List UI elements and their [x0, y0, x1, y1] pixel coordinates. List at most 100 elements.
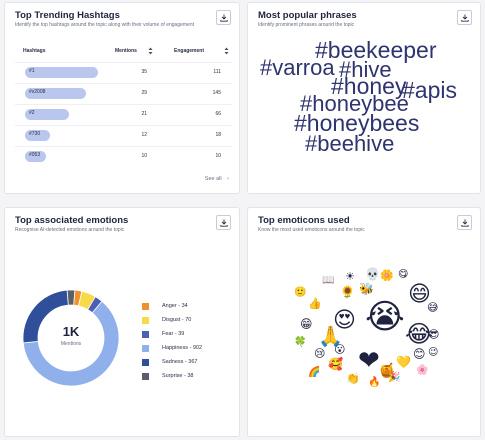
see-all-link[interactable]: See all › — [205, 176, 229, 182]
phrase-word: #beekeeper — [315, 37, 437, 63]
emoticon: 😋 — [398, 269, 409, 280]
emoticon: 😁 — [300, 317, 313, 331]
emoticon: 🥰 — [328, 357, 343, 371]
donut-slice-sadness[interactable] — [22, 289, 69, 344]
emoticons-title: Top emoticons used — [258, 215, 350, 226]
mentions-bar — [25, 109, 69, 120]
emoticon: 📖 — [322, 275, 335, 286]
column-header-hashtags[interactable]: Hashtags — [23, 48, 46, 54]
emoticon: 💛 — [396, 355, 411, 369]
legend-swatch — [142, 303, 149, 310]
emoticons-subtitle: Know the most used emoticons around the … — [258, 227, 365, 233]
phrases-card: Most popular phrases Identify prominent … — [247, 2, 481, 194]
emoticon: 😭 — [365, 297, 405, 337]
hashtag-label[interactable]: #x2008 — [29, 89, 46, 95]
phrase-word: #honeybees — [294, 110, 420, 136]
legend-label: Sadness - 367 — [162, 359, 198, 365]
column-header-engagement[interactable]: Engagement — [174, 48, 205, 54]
phrase-word: #varroa — [260, 55, 335, 80]
legend-label: Surprise - 38 — [162, 373, 194, 379]
legend-swatch — [142, 331, 149, 338]
emoticon: 😅 — [427, 301, 439, 314]
download-icon — [220, 14, 228, 22]
download-button[interactable] — [457, 215, 472, 230]
sort-icon[interactable] — [224, 47, 229, 55]
emoticon: 👍 — [308, 297, 322, 310]
legend-label: Anger - 34 — [162, 303, 188, 309]
phrase-word: #apis — [402, 77, 457, 103]
download-button[interactable] — [216, 215, 231, 230]
donut-center-value: 1K — [62, 324, 80, 339]
column-header-mentions[interactable]: Mentions — [115, 48, 137, 54]
phrase-word: #honey — [331, 73, 407, 99]
emoticon-cloud: 😭 😍 😄 ❤ 🙏 😂 🐝 🌻 🍯 😊 😁 ☀ 🌼 💛 👍 😅 😎 🥰 🎉 👏 🙂 😢 💀 📖 🌈 😋 🔥 😮 😉 🌸 🍀 — [248, 208, 482, 438]
emoticon: 💀 — [365, 267, 380, 281]
emoticon: 🌸 — [416, 365, 429, 376]
emoticon: 🌈 — [308, 367, 321, 378]
table-row[interactable]: #730 12 18 — [15, 125, 232, 144]
hashtags-card: Top Trending Hashtags Identify the top h… — [4, 2, 240, 194]
mentions-bar — [25, 88, 86, 99]
emotions-donut-chart — [22, 289, 120, 387]
mentions-value: 21 — [141, 111, 147, 117]
phrases-title: Most popular phrases — [258, 10, 357, 21]
download-button[interactable] — [457, 10, 472, 25]
hashtags-title: Top Trending Hashtags — [15, 10, 120, 21]
emoticon: 😄 — [408, 282, 431, 307]
emoticon: 🌼 — [380, 269, 394, 282]
legend-swatch — [142, 359, 149, 366]
emotions-card: Top associated emotions Recognise AI-det… — [4, 207, 240, 437]
engagement-value: 145 — [212, 90, 221, 96]
emoticon: 🍀 — [294, 337, 307, 348]
mentions-value: 29 — [141, 90, 147, 96]
emoticon: ☀ — [345, 270, 355, 283]
sort-icon[interactable] — [148, 47, 153, 55]
emoticons-card: Top emoticons used Know the most used em… — [247, 207, 481, 437]
hashtag-label[interactable]: #1 — [29, 68, 35, 74]
download-icon — [461, 219, 469, 227]
table-row[interactable]: #1 35 111 — [15, 62, 232, 81]
engagement-value: 111 — [213, 69, 221, 75]
see-all-label: See all — [204, 176, 222, 182]
emotions-subtitle: Recognise AI-detected emotions around th… — [15, 227, 125, 233]
emoticon: 😍 — [333, 308, 356, 333]
emoticon: 🔥 — [368, 377, 381, 388]
emoticon: 😢 — [314, 347, 326, 360]
mentions-value: 35 — [141, 69, 147, 75]
mentions-bar — [25, 151, 46, 162]
hashtag-label[interactable]: #053 — [29, 152, 41, 158]
mentions-bar — [25, 130, 50, 141]
mentions-bar — [25, 67, 98, 78]
emoticon: 🐝 — [359, 282, 374, 296]
table-row[interactable]: #x2008 29 145 — [15, 83, 232, 102]
donut-slice-happiness[interactable] — [22, 300, 120, 387]
hashtag-label[interactable]: #2 — [29, 110, 35, 116]
mentions-value: 12 — [141, 132, 147, 138]
phrases-subtitle: Identify prominent phrases around the to… — [258, 22, 355, 28]
emoticon: 😮 — [334, 343, 346, 356]
download-button[interactable] — [216, 10, 231, 25]
download-icon — [461, 14, 469, 22]
legend-swatch — [142, 373, 149, 380]
hashtag-label[interactable]: #730 — [29, 131, 41, 137]
emoticon: 🌻 — [340, 285, 355, 299]
legend-swatch — [142, 345, 149, 352]
hashtags-subtitle: Identify the top hashtags around the top… — [15, 22, 195, 28]
chevron-right-icon: › — [227, 176, 229, 182]
emoticon: 🙂 — [294, 287, 307, 298]
emoticon: 😉 — [428, 347, 439, 358]
emoticon: 😎 — [428, 328, 440, 341]
emoticon: ❤ — [358, 346, 380, 376]
legend-label: Happiness - 902 — [162, 345, 203, 351]
emoticon: 😊 — [413, 347, 426, 361]
emoticon: 😂 — [405, 320, 434, 348]
emoticon: 👏 — [346, 372, 360, 385]
mentions-value: 10 — [141, 153, 147, 159]
table-row[interactable]: #2 21 66 — [15, 104, 232, 123]
phrase-word: #honeybee — [300, 91, 409, 116]
engagement-value: 18 — [215, 132, 221, 138]
table-row[interactable]: #053 10 10 — [15, 146, 232, 165]
emoticon: 🎉 — [388, 372, 401, 383]
legend-label: Fear - 39 — [162, 331, 185, 337]
legend-swatch — [142, 317, 149, 324]
